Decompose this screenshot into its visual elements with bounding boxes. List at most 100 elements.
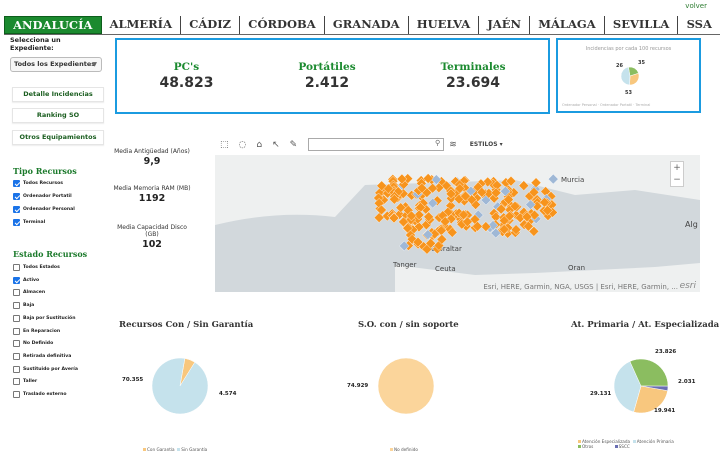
map-search-input[interactable]: ⚲ bbox=[308, 138, 445, 151]
estado-checkbox-10[interactable]: Traslado externo bbox=[13, 391, 67, 398]
map-marker-147[interactable] bbox=[389, 194, 400, 205]
estado-checkbox-0[interactable]: Todos Estados bbox=[13, 264, 60, 271]
checkbox-icon[interactable] bbox=[13, 264, 20, 271]
map-marker-241[interactable] bbox=[422, 229, 434, 240]
map-marker-213[interactable] bbox=[398, 216, 409, 228]
tab-jaen[interactable]: JAÉN bbox=[479, 16, 531, 34]
map-marker-217[interactable] bbox=[498, 224, 510, 235]
map-view[interactable]: Murcia Gibraltar Tanger Ceuta Oran Alg +… bbox=[215, 155, 700, 292]
map-marker-82[interactable] bbox=[433, 182, 445, 194]
map-marker-153[interactable] bbox=[525, 199, 536, 210]
tab-cadiz[interactable]: CÁDIZ bbox=[181, 16, 241, 34]
map-marker-95[interactable] bbox=[503, 194, 514, 205]
map-marker-174[interactable] bbox=[487, 220, 499, 231]
checkbox-icon[interactable] bbox=[13, 314, 20, 322]
tipo-checkbox-1[interactable]: Ordenador Portatil bbox=[13, 193, 72, 200]
estado-checkbox-3[interactable]: Baja bbox=[13, 302, 34, 310]
so-slice-0[interactable] bbox=[377, 357, 435, 415]
tab-andalucia[interactable]: ANDALUCÍA bbox=[4, 16, 102, 34]
tipo-checkbox-0[interactable]: Todos Recursos bbox=[13, 180, 63, 187]
map-marker-155[interactable] bbox=[548, 173, 559, 185]
map-marker-210[interactable] bbox=[439, 216, 451, 227]
estilos-dropdown[interactable]: ESTILOS ▾ bbox=[469, 141, 503, 148]
checkbox-icon[interactable] bbox=[13, 378, 20, 386]
map-marker-149[interactable] bbox=[416, 182, 428, 194]
checkbox-checked-icon[interactable] bbox=[13, 219, 20, 226]
map-marker-80[interactable] bbox=[395, 202, 407, 213]
map-marker-148[interactable] bbox=[373, 212, 385, 223]
estado-checkbox-8[interactable]: Sustituido por Avería bbox=[13, 365, 78, 373]
map-marker-237[interactable] bbox=[399, 240, 410, 252]
map-marker-145[interactable] bbox=[476, 187, 488, 198]
map-marker-214[interactable] bbox=[472, 221, 483, 232]
ranking-so-button[interactable]: Ranking SO bbox=[12, 108, 104, 123]
map-marker-20[interactable] bbox=[540, 186, 551, 197]
map-marker-66[interactable] bbox=[491, 180, 503, 191]
map-marker-128[interactable] bbox=[454, 183, 466, 194]
map-marker-150[interactable] bbox=[415, 202, 426, 213]
map-marker-152[interactable] bbox=[396, 173, 408, 185]
map-marker-188[interactable] bbox=[480, 221, 492, 232]
map-marker-209[interactable] bbox=[388, 212, 400, 224]
map-marker-216[interactable] bbox=[462, 216, 473, 228]
otros-equipamientos-button[interactable]: Otros Equipamientos bbox=[12, 130, 104, 145]
map-marker-132[interactable] bbox=[509, 200, 521, 212]
tipo-checkbox-2[interactable]: Ordenador Personal bbox=[13, 206, 75, 213]
tab-sevilla[interactable]: SEVILLA bbox=[604, 16, 679, 34]
map-marker-239[interactable] bbox=[436, 225, 447, 236]
map-marker-137[interactable] bbox=[460, 190, 471, 202]
estado-checkbox-2[interactable]: Almacen bbox=[13, 289, 45, 297]
map-marker-219[interactable] bbox=[523, 221, 534, 232]
atencion-slice-2[interactable] bbox=[629, 358, 669, 387]
atencion-slice-1[interactable] bbox=[613, 361, 642, 413]
tipo-checkbox-3[interactable]: Terminal bbox=[13, 219, 45, 226]
atencion-slice-3[interactable] bbox=[640, 385, 669, 391]
map-marker-242[interactable] bbox=[436, 234, 448, 245]
map-marker-134[interactable] bbox=[505, 175, 517, 187]
tab-almeria[interactable]: ALMERÍA bbox=[101, 16, 182, 34]
map-marker-78[interactable] bbox=[530, 177, 542, 188]
map-marker-193[interactable] bbox=[490, 227, 502, 239]
map-marker-138[interactable] bbox=[376, 204, 387, 216]
volver-link[interactable]: volver bbox=[685, 2, 707, 10]
map-marker-115[interactable] bbox=[427, 197, 438, 209]
layers-icon[interactable]: ≋ bbox=[449, 139, 457, 150]
checkbox-icon[interactable] bbox=[13, 302, 20, 310]
map-marker-215[interactable] bbox=[521, 211, 533, 223]
checkbox-icon[interactable] bbox=[13, 365, 20, 373]
map-marker-117[interactable] bbox=[539, 197, 550, 208]
map-marker-181[interactable] bbox=[413, 209, 425, 221]
map-marker-140[interactable] bbox=[542, 205, 553, 216]
estado-checkbox-1[interactable]: Activo bbox=[13, 276, 39, 284]
expediente-select[interactable]: Todos los Expedientes ▼ bbox=[10, 57, 102, 72]
map-marker-164[interactable] bbox=[528, 226, 540, 237]
map-marker-143[interactable] bbox=[445, 188, 457, 200]
polygon-select-icon[interactable]: ⌂ bbox=[256, 139, 263, 150]
map-marker-116[interactable] bbox=[483, 188, 495, 199]
map-marker-127[interactable] bbox=[490, 187, 502, 199]
map-marker-206[interactable] bbox=[498, 215, 510, 226]
estado-checkbox-5[interactable]: En Reparacion bbox=[13, 327, 60, 335]
map-marker-207[interactable] bbox=[406, 210, 417, 222]
map-marker-136[interactable] bbox=[500, 186, 511, 197]
checkbox-checked-icon[interactable] bbox=[13, 276, 20, 284]
checkbox-checked-icon[interactable] bbox=[13, 206, 20, 213]
map-marker-139[interactable] bbox=[495, 203, 507, 215]
map-marker-154[interactable] bbox=[376, 180, 387, 192]
estado-checkbox-7[interactable]: Retirada definitiva bbox=[13, 352, 71, 360]
map-marker-212[interactable] bbox=[529, 209, 540, 221]
tab-ssa[interactable]: SSA bbox=[678, 16, 720, 34]
map-marker-187[interactable] bbox=[458, 209, 469, 221]
map-marker-72[interactable] bbox=[518, 180, 530, 191]
checkbox-icon[interactable] bbox=[13, 391, 20, 398]
map-marker-243[interactable] bbox=[425, 238, 436, 249]
tab-granada[interactable]: GRANADA bbox=[324, 16, 409, 34]
map-marker-211[interactable] bbox=[514, 212, 526, 224]
zoom-out-icon[interactable]: − bbox=[673, 175, 681, 185]
map-marker-236[interactable] bbox=[446, 227, 458, 238]
tab-malaga[interactable]: MÁLAGA bbox=[530, 16, 605, 34]
garantia-slice-0[interactable] bbox=[179, 358, 196, 387]
garantia-slice-1[interactable] bbox=[151, 357, 209, 415]
checkbox-icon[interactable] bbox=[13, 352, 20, 360]
checkbox-icon[interactable] bbox=[13, 289, 20, 297]
